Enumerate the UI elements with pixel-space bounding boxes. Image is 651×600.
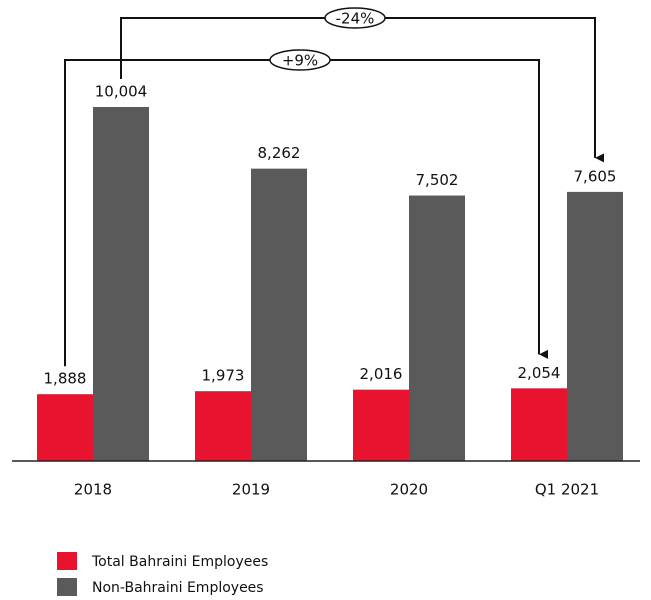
bar	[37, 394, 93, 461]
bar	[195, 391, 251, 461]
bar	[93, 107, 149, 461]
x-tick-label: 2019	[232, 481, 270, 499]
bar	[511, 388, 567, 461]
bar	[409, 195, 465, 461]
x-tick-label: 2020	[390, 481, 428, 499]
value-label: 2,016	[360, 365, 403, 383]
value-label: 8,262	[258, 144, 301, 162]
bar	[251, 168, 307, 461]
value-label: 1,973	[202, 367, 245, 385]
value-label: 10,004	[95, 83, 148, 101]
value-label: 7,605	[574, 167, 617, 185]
bar	[353, 389, 409, 461]
bar	[567, 191, 623, 462]
x-tick-label: Q1 2021	[535, 481, 599, 499]
legend-swatch	[57, 552, 77, 570]
value-label: 7,502	[416, 171, 459, 189]
value-label: 2,054	[518, 364, 561, 382]
legend-label: Total Bahraini Employees	[91, 554, 268, 570]
legend-swatch	[57, 578, 77, 596]
connector-arrow	[120, 17, 604, 163]
x-tick-label: 2018	[74, 481, 112, 499]
annotation: +9%	[282, 52, 318, 70]
legend-label: Non-Bahraini Employees	[92, 580, 264, 596]
annotation: -24%	[336, 10, 375, 28]
value-label: 1,888	[44, 370, 87, 388]
annotation-bubble	[269, 49, 331, 71]
annotation-bubble	[324, 7, 386, 29]
